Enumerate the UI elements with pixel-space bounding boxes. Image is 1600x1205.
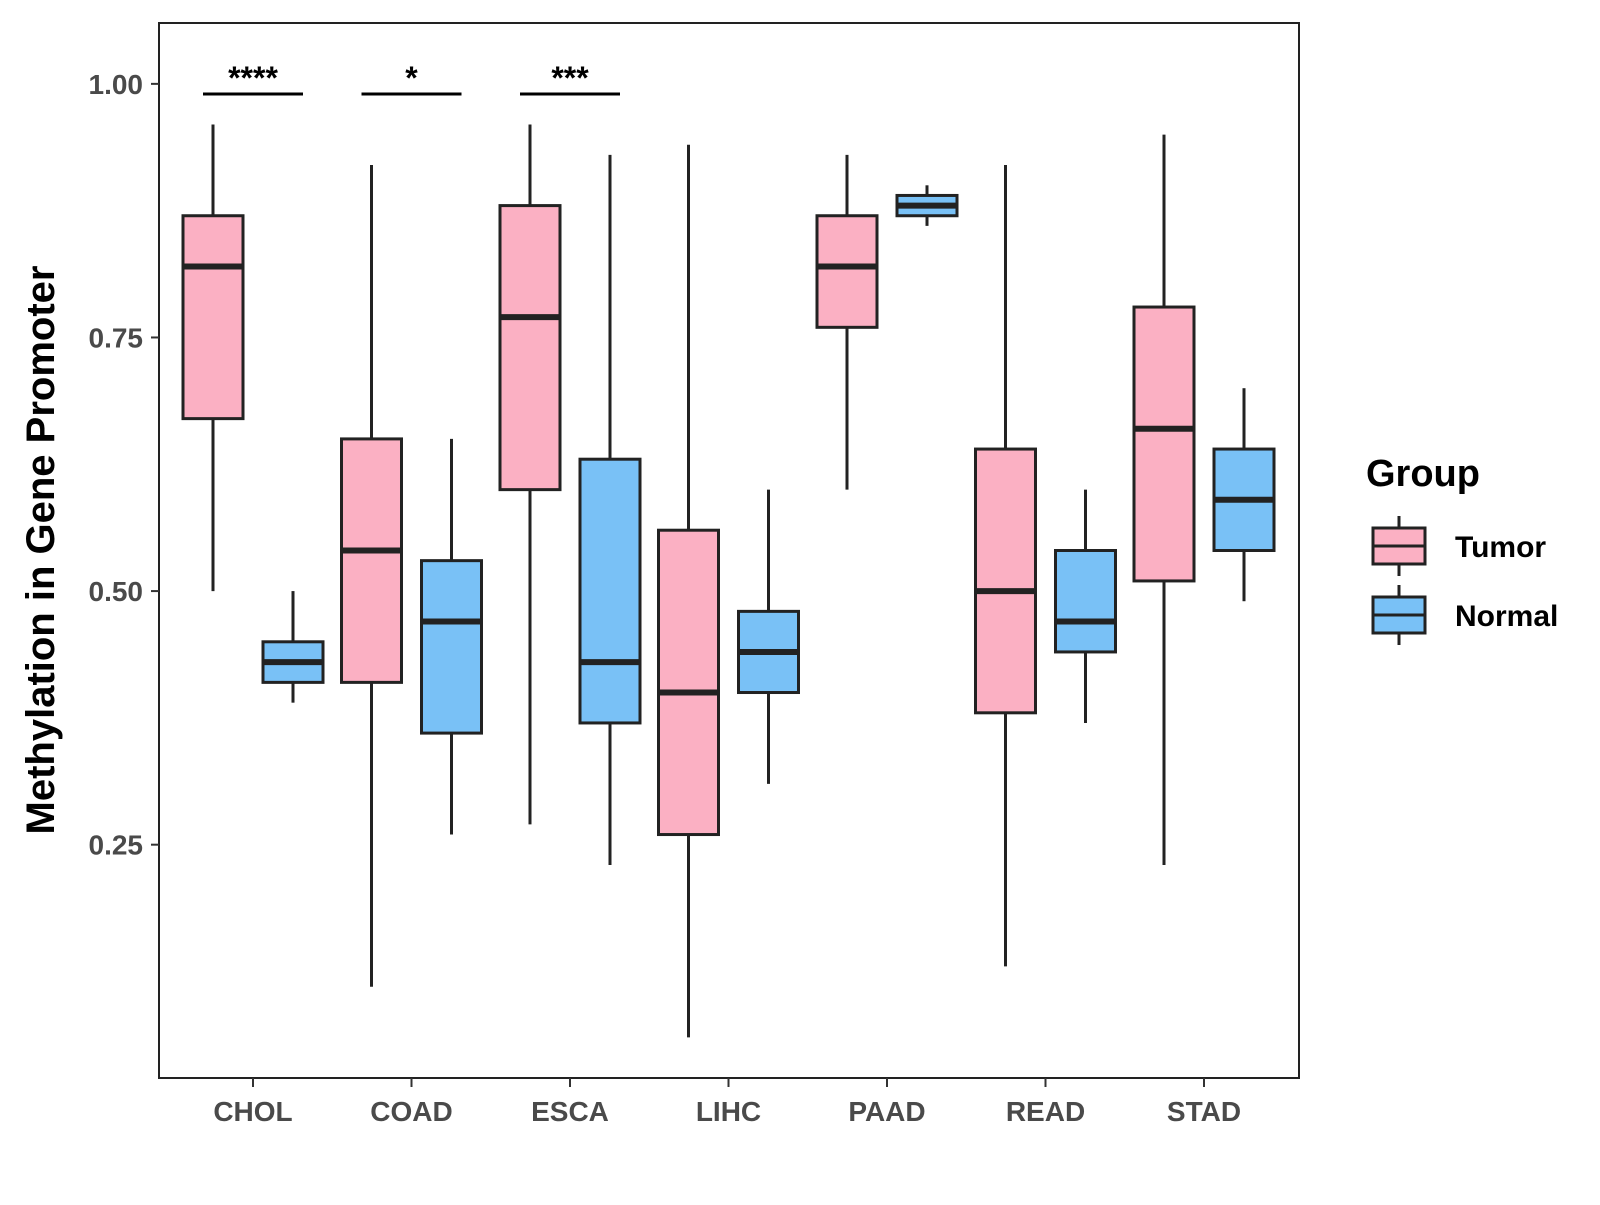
y-tick-label: 0.25 <box>89 830 144 861</box>
y-tick-label: 0.50 <box>89 576 144 607</box>
tumor-stad-iqr-rect <box>1132 305 1196 583</box>
legend: Group Tumor Normal <box>1366 453 1558 645</box>
normal-coad-iqr-rect <box>420 559 483 735</box>
tumor-paad-iqr-rect <box>815 214 879 329</box>
legend-label-normal: Normal <box>1455 600 1558 633</box>
tumor-chol-box <box>181 124 245 592</box>
x-tick-label-stad: STAD <box>1167 1096 1241 1127</box>
x-axis: CHOL COAD ESCA LIHC PAAD READ STAD <box>213 1078 1241 1127</box>
tumor-coad-box <box>340 165 403 987</box>
x-tick-label-esca: ESCA <box>531 1096 609 1127</box>
tumor-lihc-iqr-rect <box>657 528 720 837</box>
significance-annotations: **** * *** <box>203 60 620 96</box>
y-tick-label: 0.75 <box>89 322 144 353</box>
normal-chol-box <box>261 591 325 703</box>
y-tick-label: 1.00 <box>89 69 144 100</box>
normal-esca-iqr-rect <box>578 457 642 725</box>
tumor-paad-box <box>815 154 879 490</box>
y-axis: 0.25 0.50 0.75 1.00 <box>89 69 159 861</box>
x-tick-label-coad: COAD <box>370 1096 452 1127</box>
x-tick-label-lihc: LIHC <box>696 1096 761 1127</box>
boxes-layer <box>181 124 1276 1038</box>
significance-label-esca: *** <box>551 60 589 96</box>
significance-label-coad: * <box>405 60 418 96</box>
significance-label-chol: **** <box>228 60 278 96</box>
y-axis-title: Methylation in Gene Promoter <box>19 266 63 835</box>
tumor-lihc-box <box>657 144 720 1038</box>
normal-paad-box <box>895 185 959 226</box>
tumor-read-iqr-rect <box>974 447 1037 715</box>
plot-panel <box>158 22 1300 1079</box>
legend-title: Group <box>1366 453 1480 495</box>
tumor-chol-iqr-rect <box>181 214 245 421</box>
legend-label-tumor: Tumor <box>1455 531 1546 564</box>
normal-coad-box <box>420 438 483 835</box>
tumor-stad-box <box>1132 134 1196 865</box>
normal-lihc-box <box>737 489 800 784</box>
normal-read-iqr-rect <box>1054 549 1117 654</box>
normal-stad-box <box>1212 388 1276 602</box>
x-tick-label-read: READ <box>1006 1096 1085 1127</box>
legend-key-normal <box>1371 585 1427 645</box>
normal-esca-box <box>578 154 642 865</box>
tumor-read-box <box>974 165 1037 967</box>
x-tick-label-paad: PAAD <box>848 1096 925 1127</box>
tumor-esca-iqr-rect <box>498 204 562 492</box>
legend-key-tumor <box>1371 516 1427 576</box>
tumor-esca-box <box>498 124 562 825</box>
normal-read-box <box>1054 489 1117 723</box>
tumor-coad-iqr-rect <box>340 437 403 684</box>
x-tick-label-chol: CHOL <box>213 1096 292 1127</box>
